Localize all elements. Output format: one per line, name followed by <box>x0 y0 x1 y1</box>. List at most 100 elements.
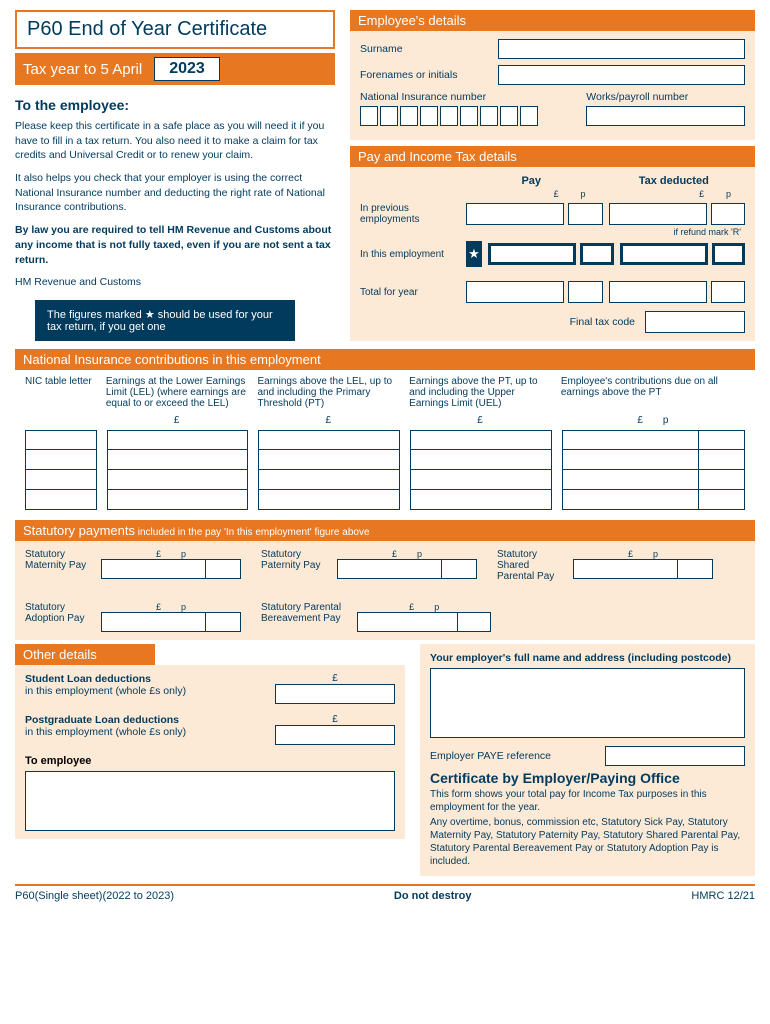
statutory-section: Statutory payments included in the pay '… <box>15 520 755 640</box>
this-tax-pounds[interactable] <box>620 243 708 265</box>
stat-input[interactable] <box>206 612 241 632</box>
ni-col2: Earnings at the Lower Earnings Limit (LE… <box>106 376 248 409</box>
surname-input[interactable] <box>498 39 745 59</box>
ni-table-cell[interactable] <box>25 470 97 490</box>
certificate-text2: Any overtime, bonus, commission etc, Sta… <box>430 816 745 868</box>
stat-input[interactable] <box>206 559 241 579</box>
ni-col1: NIC table letter <box>25 376 96 409</box>
ni-col4: Earnings above the PT, up to and includi… <box>409 376 551 409</box>
ni-table-cell[interactable] <box>258 490 400 510</box>
total-tax-pounds[interactable] <box>609 281 707 303</box>
ni-table-cell[interactable] <box>562 490 745 510</box>
tax-year-label: Tax year to 5 April <box>23 61 142 78</box>
student-loan-sub: in this employment (whole £s only) <box>25 685 186 697</box>
stat-input[interactable] <box>357 612 458 632</box>
prev-tax-pence[interactable] <box>711 203 745 225</box>
ni-box[interactable] <box>500 106 518 126</box>
to-employee-p2: It also helps you check that your employ… <box>15 171 335 215</box>
prev-pay-pence[interactable] <box>568 203 602 225</box>
to-employee-heading: To the employee: <box>15 97 335 113</box>
ni-table-cell[interactable] <box>562 430 745 450</box>
ni-table-cell[interactable] <box>107 490 249 510</box>
postgrad-loan-input[interactable] <box>275 725 395 745</box>
ni-table-cell[interactable] <box>107 470 249 490</box>
ni-box[interactable] <box>440 106 458 126</box>
ni-table-cell[interactable] <box>258 430 400 450</box>
ni-box[interactable] <box>420 106 438 126</box>
stat-input[interactable] <box>678 559 713 579</box>
ni-table-cell[interactable] <box>410 470 552 490</box>
ni-table-cell[interactable] <box>107 450 249 470</box>
ni-box[interactable] <box>460 106 478 126</box>
ni-box[interactable] <box>520 106 538 126</box>
to-employee-p1: Please keep this certificate in a safe p… <box>15 119 335 163</box>
refund-note: if refund mark 'R' <box>360 227 741 237</box>
total-label: Total for year <box>360 287 460 298</box>
ni-table-cell[interactable] <box>25 430 97 450</box>
ni-table-cell[interactable] <box>410 430 552 450</box>
ni-table-cell[interactable] <box>410 450 552 470</box>
paye-label: Employer PAYE reference <box>430 750 597 762</box>
prev-tax-pounds[interactable] <box>609 203 707 225</box>
ni-table-cell[interactable] <box>25 450 97 470</box>
ni-box[interactable] <box>360 106 378 126</box>
postgrad-loan-label: Postgraduate Loan deductions <box>25 714 179 726</box>
total-pay-pounds[interactable] <box>466 281 564 303</box>
employer-name-input[interactable] <box>430 668 745 738</box>
student-loan-input[interactable] <box>275 684 395 704</box>
tax-year-bar: Tax year to 5 April 2023 <box>15 53 335 85</box>
ni-table-cell[interactable] <box>562 450 745 470</box>
tax-year-value: 2023 <box>154 57 220 81</box>
stat-input[interactable] <box>101 612 206 632</box>
stat-input[interactable] <box>442 559 477 579</box>
ni-col5: Employee's contributions due on all earn… <box>561 376 745 409</box>
ni-table-cell[interactable] <box>410 490 552 510</box>
ni-table-cell[interactable] <box>258 470 400 490</box>
prev-emp-label: In previous employments <box>360 203 460 225</box>
final-tax-label: Final tax code <box>570 316 635 328</box>
certificate-title: Certificate by Employer/Paying Office <box>430 770 745 786</box>
pay-tax-section: Pay and Income Tax details Pay Tax deduc… <box>350 146 755 341</box>
forenames-label: Forenames or initials <box>360 69 490 81</box>
this-tax-pence[interactable] <box>712 243 745 265</box>
stat-input[interactable] <box>101 559 206 579</box>
to-employee-input[interactable] <box>25 771 395 831</box>
total-tax-pence[interactable] <box>711 281 745 303</box>
p60-form: P60 End of Year Certificate Tax year to … <box>0 0 770 912</box>
this-pay-pounds[interactable] <box>488 243 576 265</box>
prev-pay-pounds[interactable] <box>466 203 564 225</box>
to-employee-p3: By law you are required to tell HM Reven… <box>15 223 335 267</box>
stat-bereavement-label: Statutory Parental Bereavement Pay <box>261 602 351 624</box>
payroll-input[interactable] <box>586 106 745 126</box>
total-pay-pence[interactable] <box>568 281 602 303</box>
stat-input[interactable] <box>573 559 678 579</box>
footer-center: Do not destroy <box>394 890 472 902</box>
ni-col3: Earnings above the LEL, up to and includ… <box>258 376 400 409</box>
final-tax-input[interactable] <box>645 311 745 333</box>
ni-box[interactable] <box>380 106 398 126</box>
stat-paternity-label: Statutory Paternity Pay <box>261 549 331 571</box>
surname-label: Surname <box>360 43 490 55</box>
statutory-header: Statutory payments included in the pay '… <box>15 520 755 541</box>
ni-table-cell[interactable] <box>258 450 400 470</box>
ni-box[interactable] <box>480 106 498 126</box>
star-icon: ★ <box>466 241 482 267</box>
paye-input[interactable] <box>605 746 745 766</box>
title-box: P60 End of Year Certificate <box>15 10 335 49</box>
ni-table-cell[interactable] <box>25 490 97 510</box>
ni-table-cell[interactable] <box>562 470 745 490</box>
to-employee-p4: HM Revenue and Customs <box>15 275 335 290</box>
forenames-input[interactable] <box>498 65 745 85</box>
pay-tax-header: Pay and Income Tax details <box>350 146 755 167</box>
ni-label: National Insurance number <box>360 91 566 103</box>
stat-input[interactable] <box>458 612 492 632</box>
ni-box[interactable] <box>400 106 418 126</box>
ni-table-cell[interactable] <box>107 430 249 450</box>
this-pay-pence[interactable] <box>580 243 613 265</box>
emp-details-header: Employee's details <box>350 10 755 31</box>
figures-note: The figures marked ★ should be used for … <box>35 300 295 341</box>
student-loan-label: Student Loan deductions <box>25 673 151 685</box>
postgrad-loan-sub: in this employment (whole £s only) <box>25 726 186 738</box>
stat-input[interactable] <box>337 559 442 579</box>
employee-details-section: Employee's details Surname Forenames or … <box>350 10 755 140</box>
